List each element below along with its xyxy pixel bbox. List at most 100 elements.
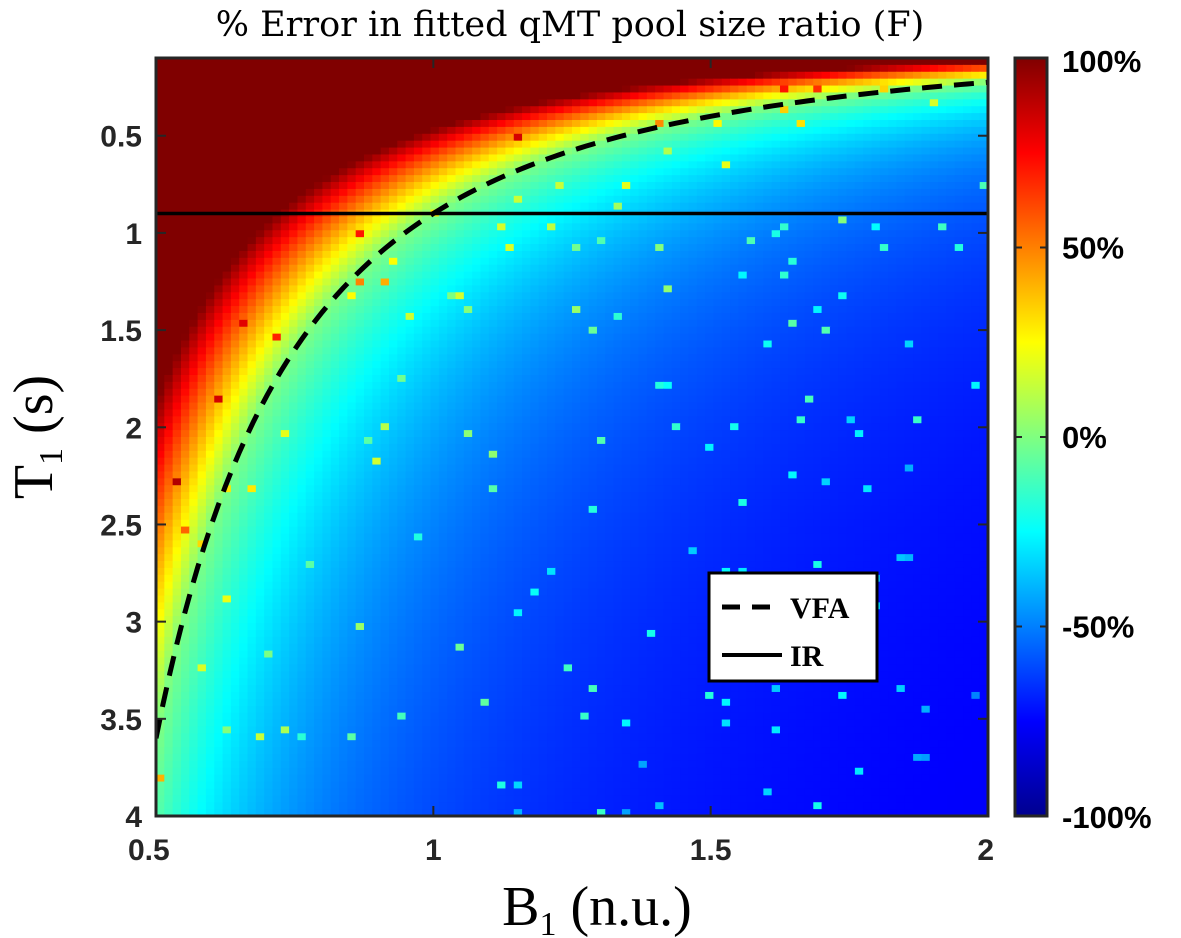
heatmap-cell — [896, 99, 906, 107]
heatmap-cell — [721, 230, 731, 238]
heatmap-cell — [746, 78, 756, 87]
heatmap-cell — [796, 368, 806, 376]
heatmap-cell — [280, 133, 290, 142]
heatmap-cell — [630, 147, 640, 156]
heatmap-cell — [422, 168, 432, 176]
heatmap-cell — [796, 237, 806, 245]
heatmap-cell — [854, 120, 864, 128]
heatmap-cell — [655, 333, 665, 342]
heatmap-cell — [405, 285, 415, 293]
heatmap-cell — [746, 133, 756, 142]
heatmap-cell — [796, 64, 806, 73]
heatmap-cell — [796, 312, 806, 321]
heatmap-cell — [954, 361, 964, 369]
heatmap-cell — [530, 347, 540, 355]
heatmap-cell — [572, 202, 581, 211]
heatmap-cell — [538, 381, 548, 390]
heatmap-cell — [971, 216, 981, 224]
heatmap-cell — [172, 140, 182, 149]
heatmap-cell — [638, 340, 648, 349]
heatmap-cell — [222, 278, 232, 286]
heatmap-cell — [780, 92, 789, 100]
heatmap-cell — [447, 230, 457, 238]
heatmap-cell — [630, 278, 640, 286]
heatmap-cell — [780, 368, 789, 376]
heatmap-cell — [372, 202, 382, 211]
heatmap-cell — [355, 278, 365, 286]
heatmap-cell — [730, 312, 739, 321]
heatmap-cell — [430, 381, 440, 390]
heatmap-cell — [755, 230, 764, 238]
heatmap-cell — [671, 285, 681, 293]
heatmap-cell — [322, 99, 332, 107]
heatmap-cell — [230, 202, 240, 211]
heatmap-cell — [771, 257, 781, 266]
heatmap-cell — [671, 188, 681, 197]
heatmap-cell — [621, 250, 631, 259]
heatmap-cell — [829, 99, 839, 107]
heatmap-cell — [596, 202, 606, 211]
heatmap-cell — [780, 257, 789, 266]
heatmap-cell — [488, 64, 498, 73]
heatmap-cell — [205, 312, 215, 321]
heatmap-cell — [638, 292, 648, 300]
heatmap-cell — [588, 168, 598, 176]
heatmap-cell — [397, 154, 407, 162]
heatmap-cell — [272, 106, 282, 114]
heatmap-cell — [572, 168, 581, 176]
heatmap-cell — [339, 306, 348, 314]
heatmap-cell — [272, 230, 282, 238]
heatmap-cell — [214, 202, 224, 211]
heatmap-cell — [829, 195, 839, 204]
heatmap-cell — [472, 319, 482, 328]
heatmap-cell — [580, 292, 590, 300]
heatmap-cell — [156, 354, 165, 362]
heatmap-cell — [746, 71, 756, 80]
heatmap-cell — [838, 285, 848, 293]
heatmap-cell — [646, 347, 656, 355]
heatmap-cell — [280, 92, 290, 100]
heatmap-cell — [422, 264, 432, 273]
heatmap-cell — [164, 292, 174, 300]
heatmap-cell — [530, 71, 540, 80]
heatmap-cell — [829, 175, 839, 183]
heatmap-cell — [505, 64, 515, 73]
heatmap-cell — [696, 175, 706, 183]
heatmap-cell — [505, 381, 515, 390]
heatmap-cell — [172, 64, 182, 73]
heatmap-cell — [480, 140, 490, 149]
heatmap-cell — [963, 388, 972, 397]
heatmap-cell — [197, 85, 207, 94]
heatmap-cell — [239, 285, 249, 293]
heatmap-cell — [646, 230, 656, 238]
heatmap-cell — [730, 271, 739, 280]
heatmap-cell — [438, 64, 448, 73]
heatmap-cell — [355, 312, 365, 321]
heatmap-cell — [879, 202, 889, 211]
heatmap-cell — [938, 71, 947, 80]
heatmap-cell — [413, 175, 423, 183]
heatmap-cell — [388, 250, 398, 259]
heatmap-cell — [671, 140, 681, 149]
heatmap-cell — [230, 388, 240, 397]
heatmap-cell — [755, 381, 764, 390]
heatmap-cell — [172, 395, 182, 404]
heatmap-cell — [896, 92, 906, 100]
heatmap-cell — [413, 333, 423, 342]
heatmap-cell — [780, 133, 789, 142]
heatmap-cell — [888, 195, 898, 204]
heatmap-cell — [555, 381, 565, 390]
heatmap-cell — [854, 71, 864, 80]
heatmap-cell — [497, 168, 507, 176]
heatmap-cell — [555, 354, 565, 362]
heatmap-cell — [763, 161, 773, 169]
heatmap-cell — [380, 106, 390, 114]
heatmap-cell — [205, 368, 215, 376]
heatmap-cell — [272, 120, 282, 128]
heatmap-cell — [547, 230, 556, 238]
heatmap-cell — [180, 237, 190, 245]
heatmap-cell — [979, 106, 988, 114]
heatmap-cell — [730, 333, 739, 342]
heatmap-cell — [963, 264, 972, 273]
heatmap-cell — [572, 223, 581, 231]
